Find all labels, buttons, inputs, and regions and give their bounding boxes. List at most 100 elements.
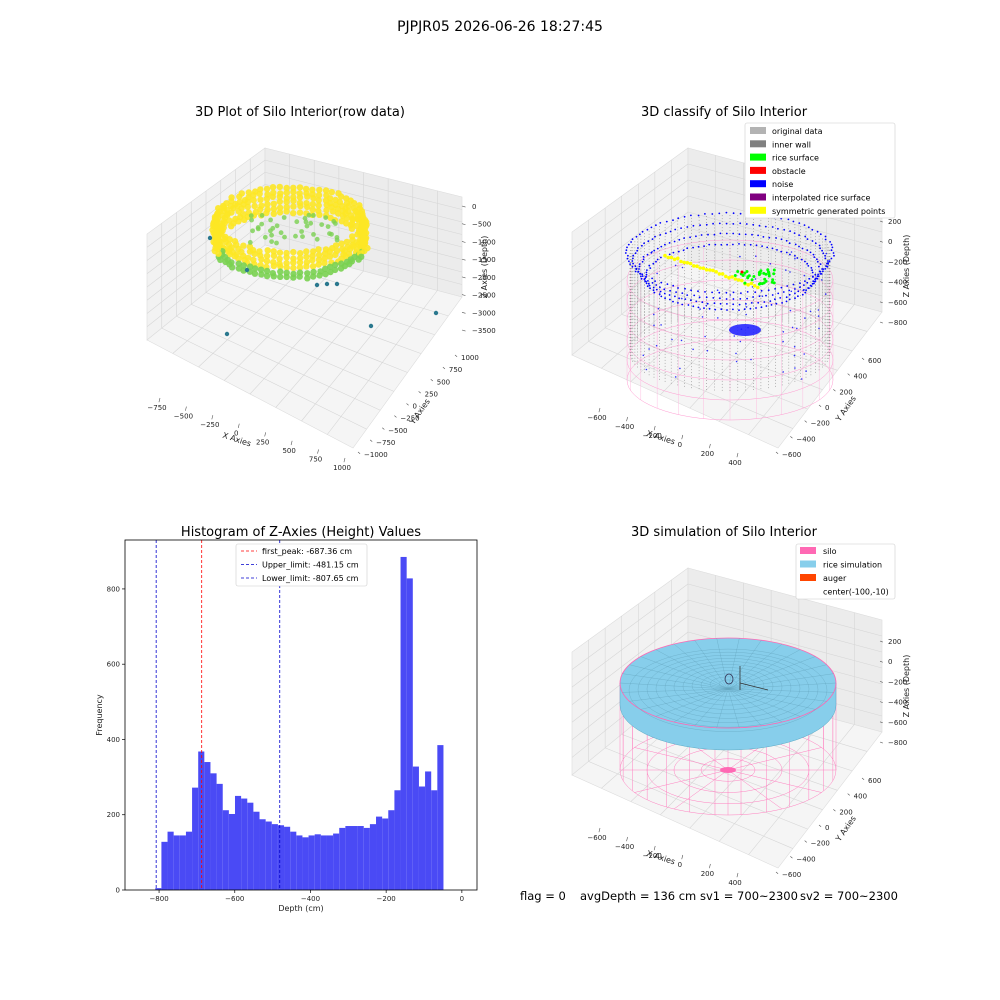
noise-point <box>659 290 662 293</box>
noise-point <box>789 309 792 312</box>
raw-y-tick <box>382 427 385 430</box>
noise-point <box>828 260 831 263</box>
noise-point <box>627 243 630 246</box>
noise-point <box>655 284 658 286</box>
noise-point <box>659 222 662 224</box>
raw-point <box>308 220 314 226</box>
noise-point <box>740 292 742 294</box>
raw-point <box>325 224 331 230</box>
raw-y-tick <box>406 403 409 406</box>
grid-line <box>601 267 716 369</box>
raw-outlier-point <box>207 235 213 241</box>
status-sv1: sv1 = 700~2300 <box>700 889 798 903</box>
noise-point <box>635 267 638 270</box>
rice-mesh-spoke <box>727 673 834 690</box>
noise-point <box>628 260 630 263</box>
symmetric-point <box>746 283 750 287</box>
raw-point <box>222 258 229 266</box>
raw-point <box>276 209 284 216</box>
symmetric-point <box>727 276 731 280</box>
rice-surface-point <box>772 272 776 276</box>
noise-point <box>785 296 788 299</box>
grid-line <box>220 280 422 354</box>
y-label: −400 <box>796 855 815 863</box>
noise-point <box>630 241 632 243</box>
y-tick <box>847 793 850 796</box>
noise-point <box>664 297 666 300</box>
y-label: −600 <box>782 871 801 879</box>
noise-point <box>725 211 728 214</box>
noise-point <box>803 353 805 355</box>
noise-point <box>732 232 735 235</box>
noise-point <box>789 253 791 256</box>
noise-point <box>796 327 798 330</box>
noise-point <box>642 354 645 357</box>
raw-outlier-point <box>244 267 250 273</box>
raw-point <box>270 205 278 213</box>
noise-point <box>651 238 654 241</box>
rice-mesh-spoke <box>622 673 729 690</box>
raw-point <box>270 225 276 231</box>
raw-point <box>282 234 287 240</box>
noise-point <box>673 240 676 243</box>
simulation-y-axis-label: Y Axies <box>833 814 858 844</box>
symmetric-point <box>756 285 760 290</box>
x-label: −600 <box>587 414 606 422</box>
raw-point <box>310 195 317 202</box>
legend-swatch <box>750 166 766 174</box>
noise-point <box>706 349 709 352</box>
noise-point <box>625 249 628 252</box>
noise-point <box>824 235 827 238</box>
histogram-legend: first_peak: -687.36 cm Upper_limit: -481.… <box>235 543 368 587</box>
histogram-bar <box>437 745 444 890</box>
legend-label: rice simulation <box>823 561 882 570</box>
silo-floor-spoke <box>727 747 822 771</box>
histogram-bar <box>173 835 180 890</box>
rice-surface-point <box>767 270 770 274</box>
noise-point <box>732 298 735 300</box>
noise-point <box>669 289 671 292</box>
noise-point <box>714 308 717 311</box>
histogram-bar <box>253 811 260 890</box>
noise-point <box>801 247 804 250</box>
noise-point <box>757 234 759 237</box>
noise-point <box>787 218 790 221</box>
legend-label: center(-100,-10) <box>823 588 889 597</box>
z-tick <box>879 640 883 643</box>
noise-point <box>826 265 829 268</box>
noise-point <box>816 230 819 233</box>
raw-z-tick <box>461 223 466 226</box>
noise-point <box>675 291 677 293</box>
y-tick-label: 0 <box>116 887 120 895</box>
legend-label: silo <box>823 547 837 556</box>
raw-y-tick <box>369 439 373 442</box>
raw-y-tick <box>442 366 446 370</box>
legend-swatch <box>750 193 766 201</box>
z-label: 200 <box>888 638 901 646</box>
noise-point <box>760 306 763 309</box>
grid-line <box>571 211 689 303</box>
rice-surface-point <box>766 268 770 272</box>
noise-point <box>697 306 700 309</box>
noise-point <box>826 262 828 265</box>
grid-line <box>264 171 463 223</box>
noise-point <box>646 228 649 231</box>
noise-point <box>833 254 835 257</box>
z-tick <box>879 281 883 283</box>
grid-line <box>687 227 883 281</box>
raw-point <box>296 184 304 191</box>
histogram-bar <box>388 810 395 890</box>
raw-point <box>302 215 308 221</box>
noise-point <box>660 245 663 248</box>
noise-point <box>646 253 649 256</box>
status-flag: flag = 0 <box>520 889 566 903</box>
raw-point <box>283 273 290 281</box>
noise-point <box>643 278 646 281</box>
rice-simulation-surface <box>619 637 837 729</box>
noise-point <box>793 345 796 348</box>
raw-point <box>264 247 271 254</box>
raw-point <box>303 253 310 261</box>
rice-mesh-spoke <box>727 688 827 702</box>
noise-point <box>663 292 666 295</box>
raw-point <box>250 192 257 199</box>
